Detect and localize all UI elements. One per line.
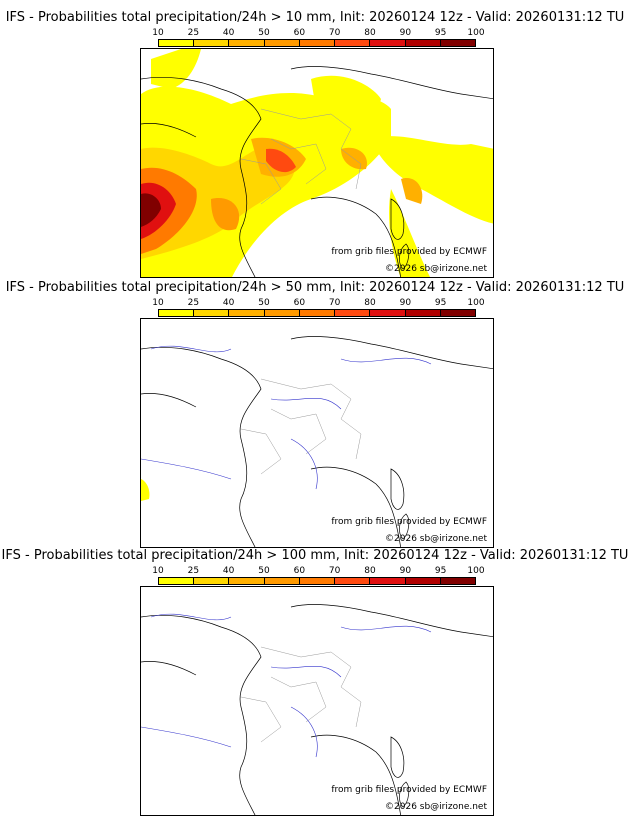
map-graphic	[141, 49, 493, 277]
colorbar-tick-label: 95	[434, 28, 447, 38]
coastlines	[141, 604, 493, 815]
colorbar-segment	[405, 310, 441, 316]
map-graphic	[141, 604, 493, 815]
colorbar-segment	[405, 40, 441, 46]
colorbar-tick-label: 70	[328, 298, 341, 308]
colorbar-labels: 10 25 40 50 60 70 80 90 95 100	[152, 298, 484, 308]
colorbar-tick-label: 40	[222, 566, 235, 576]
rivers	[141, 345, 432, 490]
colorbar-tick-label: 10	[152, 28, 164, 38]
colorbar-segment	[440, 40, 475, 46]
colorbar-tick-label: 90	[399, 566, 412, 576]
map-graphic	[141, 336, 493, 547]
copyright-credit: ©2026 sb@irizone.net	[385, 264, 487, 274]
colorbar-segment	[370, 578, 406, 584]
colorbar-segment	[299, 310, 336, 316]
colorbar-tick-label: 10	[152, 566, 164, 576]
precipitation-shading	[141, 479, 150, 501]
colorbar-tick-label: 50	[258, 566, 270, 576]
colorbar-segment	[335, 578, 371, 584]
colorbar-labels: 10 25 40 50 60 70 80 90 95 100	[152, 566, 484, 576]
precipitation-map: from grib files provided by ECMWF ©2026 …	[140, 48, 494, 278]
precipitation-map: from grib files provided by ECMWF ©2026 …	[140, 586, 494, 816]
colorbar-segment	[159, 310, 195, 316]
colorbar-segment	[370, 310, 406, 316]
source-credit: from grib files provided by ECMWF	[331, 785, 487, 795]
colorbar-tick-label: 90	[399, 298, 412, 308]
colorbar-segment	[229, 40, 265, 46]
admin-borders	[240, 646, 362, 743]
colorbar-segment	[405, 578, 441, 584]
colorbar-tick-label: 50	[258, 298, 270, 308]
panel-title: IFS - Probabilities total precipitation/…	[5, 10, 625, 25]
map-panel-50mm: IFS - Probabilities total precipitation/…	[0, 280, 630, 548]
colorbar-tick-label: 95	[434, 566, 447, 576]
colorbar-segment	[335, 40, 371, 46]
colorbar-scale	[158, 39, 476, 47]
colorbar: 10 25 40 50 60 70 80 90 95 100	[152, 298, 485, 320]
colorbar-labels: 10 25 40 50 60 70 80 90 95 100	[152, 28, 484, 38]
coastlines	[141, 66, 493, 277]
colorbar-tick-label: 100	[467, 28, 485, 38]
colorbar-segment	[264, 578, 300, 584]
rivers	[141, 613, 432, 758]
colorbar-tick-label: 10	[152, 298, 164, 308]
panel-title: IFS - Probabilities total precipitation/…	[5, 280, 625, 295]
admin-borders	[240, 378, 362, 475]
colorbar-tick-label: 95	[434, 298, 447, 308]
panel-title: IFS - Probabilities total precipitation/…	[1, 548, 629, 563]
colorbar-segment	[229, 578, 265, 584]
admin-borders	[240, 108, 362, 205]
colorbar-tick-label: 25	[187, 566, 200, 576]
colorbar-tick-label: 90	[399, 28, 412, 38]
source-credit: from grib files provided by ECMWF	[331, 247, 487, 257]
colorbar-tick-label: 60	[293, 28, 306, 38]
colorbar-tick-label: 100	[467, 566, 485, 576]
colorbar-tick-label: 80	[364, 566, 376, 576]
colorbar-tick-label: 60	[293, 298, 306, 308]
colorbar-segment	[440, 310, 475, 316]
colorbar-tick-label: 60	[293, 566, 306, 576]
colorbar-segment	[264, 40, 300, 46]
colorbar-segment	[299, 40, 336, 46]
colorbar-tick-label: 80	[364, 28, 376, 38]
colorbar-tick-label: 70	[328, 566, 341, 576]
source-credit: from grib files provided by ECMWF	[331, 517, 487, 527]
colorbar-tick-label: 40	[222, 298, 235, 308]
colorbar-segment	[440, 578, 475, 584]
colorbar-tick-label: 80	[364, 298, 376, 308]
copyright-credit: ©2026 sb@irizone.net	[385, 534, 487, 544]
colorbar-segment	[159, 578, 195, 584]
copyright-credit: ©2026 sb@irizone.net	[385, 802, 487, 812]
coastlines	[141, 336, 493, 547]
colorbar-scale	[158, 577, 476, 585]
colorbar-segment	[370, 40, 406, 46]
colorbar-segment	[194, 40, 230, 46]
colorbar-tick-label: 70	[328, 28, 341, 38]
colorbar-segment	[229, 310, 265, 316]
colorbar-tick-label: 25	[187, 298, 200, 308]
colorbar-tick-label: 50	[258, 28, 270, 38]
colorbar-segment	[159, 40, 195, 46]
colorbar-tick-label: 100	[467, 298, 485, 308]
colorbar-scale	[158, 309, 476, 317]
precipitation-shading	[141, 49, 493, 277]
colorbar-segment	[264, 310, 300, 316]
precipitation-map: from grib files provided by ECMWF ©2026 …	[140, 318, 494, 548]
map-panel-100mm: IFS - Probabilities total precipitation/…	[0, 548, 630, 816]
colorbar: 10 25 40 50 60 70 80 90 95 100	[152, 28, 485, 50]
colorbar-segment	[299, 578, 336, 584]
colorbar: 10 25 40 50 60 70 80 90 95 100	[152, 566, 485, 588]
colorbar-segment	[335, 310, 371, 316]
colorbar-tick-label: 25	[187, 28, 200, 38]
colorbar-tick-label: 40	[222, 28, 235, 38]
map-panel-10mm: IFS - Probabilities total precipitation/…	[0, 10, 630, 278]
colorbar-segment	[194, 578, 230, 584]
colorbar-segment	[194, 310, 230, 316]
